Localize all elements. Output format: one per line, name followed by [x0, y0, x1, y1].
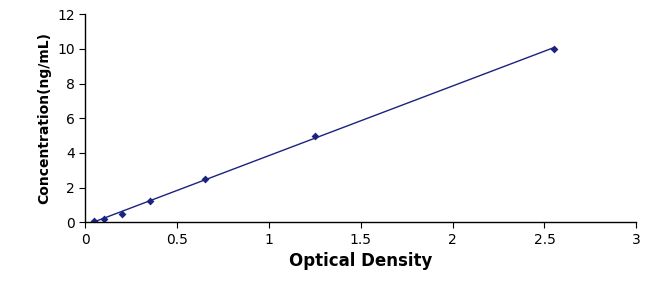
Point	[548, 47, 559, 51]
Point	[117, 211, 127, 216]
Point	[98, 217, 109, 221]
Y-axis label: Concentration(ng/mL): Concentration(ng/mL)	[37, 32, 52, 204]
Point	[89, 218, 100, 223]
X-axis label: Optical Density: Optical Density	[289, 252, 432, 270]
Point	[310, 133, 320, 138]
Point	[199, 177, 210, 181]
Point	[144, 199, 155, 204]
